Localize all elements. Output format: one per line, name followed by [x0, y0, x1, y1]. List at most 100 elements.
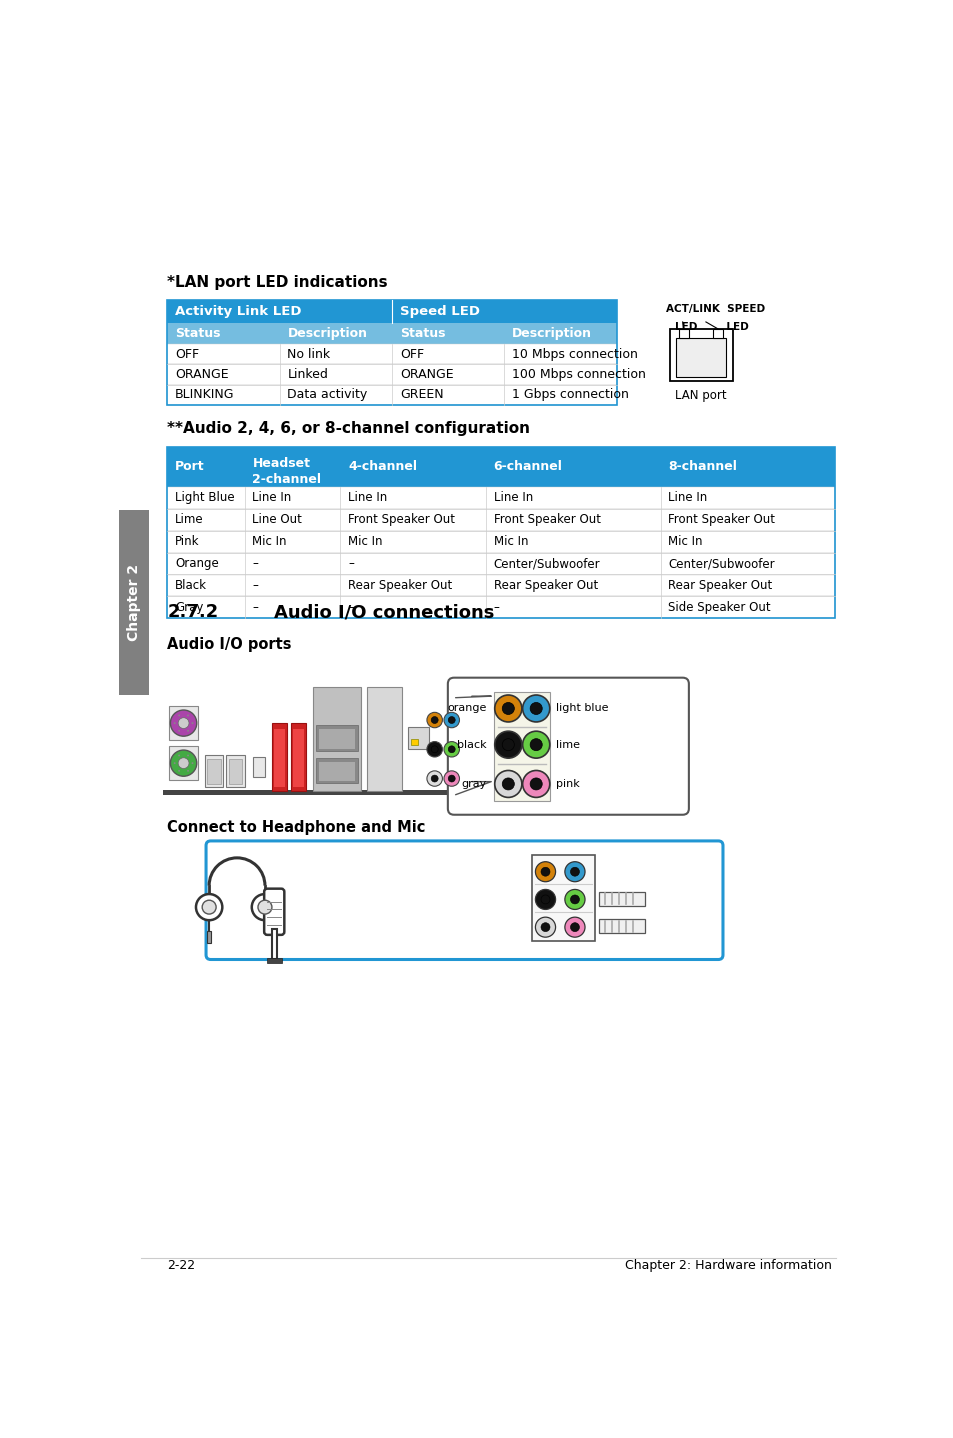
Text: Audio I/O ports: Audio I/O ports	[167, 637, 292, 653]
Text: –: –	[493, 601, 499, 614]
Circle shape	[495, 731, 521, 758]
Text: *LAN port LED indications: *LAN port LED indications	[167, 275, 388, 290]
Text: OFF: OFF	[399, 348, 423, 361]
Circle shape	[427, 771, 442, 787]
Text: ACT/LINK  SPEED: ACT/LINK SPEED	[665, 305, 764, 315]
Text: –: –	[348, 557, 354, 569]
Bar	[272, 929, 276, 959]
Bar	[531, 854, 595, 940]
Bar	[163, 789, 476, 795]
Text: Gray: Gray	[174, 601, 203, 614]
Text: 6-channel: 6-channel	[493, 460, 562, 473]
Bar	[167, 486, 835, 509]
Text: ORANGE: ORANGE	[174, 368, 229, 381]
Text: Data activity: Data activity	[287, 388, 367, 401]
Circle shape	[173, 762, 175, 764]
Text: Orange: Orange	[174, 557, 218, 569]
Circle shape	[495, 771, 521, 798]
Circle shape	[178, 758, 189, 768]
Circle shape	[192, 722, 193, 725]
Bar	[598, 919, 645, 933]
Bar	[167, 575, 835, 597]
Circle shape	[448, 746, 455, 752]
Circle shape	[570, 923, 578, 932]
Circle shape	[443, 712, 459, 728]
Text: Center/Subwoofer: Center/Subwoofer	[668, 557, 774, 569]
Bar	[167, 364, 617, 385]
Text: –: –	[253, 601, 258, 614]
Text: BLINKING: BLINKING	[174, 388, 234, 401]
Circle shape	[427, 712, 442, 728]
Text: ORANGE: ORANGE	[399, 368, 453, 381]
Text: Front Speaker Out: Front Speaker Out	[493, 513, 600, 526]
Bar	[712, 329, 722, 338]
Text: –: –	[253, 557, 258, 569]
Circle shape	[570, 894, 578, 905]
Circle shape	[540, 867, 550, 876]
Text: Rear Speaker Out: Rear Speaker Out	[348, 580, 452, 592]
Circle shape	[427, 742, 442, 756]
Text: Line In: Line In	[348, 492, 387, 505]
Bar	[204, 755, 223, 787]
Bar	[207, 759, 220, 784]
Text: Line In: Line In	[253, 492, 292, 505]
Bar	[226, 755, 245, 787]
Circle shape	[257, 900, 272, 915]
Circle shape	[530, 778, 541, 789]
Bar	[229, 759, 242, 784]
Circle shape	[522, 731, 549, 758]
Bar	[367, 687, 402, 791]
Text: Rear Speaker Out: Rear Speaker Out	[493, 580, 598, 592]
Text: Chapter 2: Hardware information: Chapter 2: Hardware information	[624, 1260, 831, 1273]
Bar	[407, 728, 429, 749]
Bar	[669, 329, 732, 381]
Bar	[315, 725, 357, 751]
Text: Description: Description	[512, 328, 592, 341]
Circle shape	[178, 715, 180, 716]
Text: Activity Link LED: Activity Link LED	[174, 305, 301, 318]
FancyBboxPatch shape	[447, 677, 688, 815]
Text: **Audio 2, 4, 6, or 8-channel configuration: **Audio 2, 4, 6, or 8-channel configurat…	[167, 421, 530, 436]
Circle shape	[431, 716, 437, 723]
Circle shape	[501, 739, 514, 751]
Text: 8-channel: 8-channel	[668, 460, 737, 473]
Text: 4-channel: 4-channel	[348, 460, 416, 473]
Bar	[167, 324, 617, 344]
Circle shape	[171, 751, 196, 777]
Circle shape	[178, 731, 180, 732]
FancyBboxPatch shape	[264, 889, 284, 935]
Circle shape	[187, 731, 189, 732]
Text: black: black	[456, 739, 486, 749]
Circle shape	[501, 778, 514, 789]
Circle shape	[501, 703, 514, 715]
Circle shape	[535, 861, 555, 881]
Bar	[167, 552, 835, 575]
Text: Speed LED: Speed LED	[399, 305, 479, 318]
Circle shape	[530, 703, 541, 715]
Text: Front Speaker Out: Front Speaker Out	[668, 513, 775, 526]
Text: 10 Mbps connection: 10 Mbps connection	[512, 348, 638, 361]
Circle shape	[192, 762, 193, 764]
Circle shape	[187, 755, 189, 756]
Bar	[167, 344, 617, 364]
Bar	[679, 329, 688, 338]
Circle shape	[448, 775, 455, 782]
Bar	[315, 758, 357, 784]
Bar	[169, 746, 198, 779]
Text: Center/Subwoofer: Center/Subwoofer	[493, 557, 599, 569]
Text: Pink: Pink	[174, 535, 199, 548]
Text: light blue: light blue	[556, 703, 608, 713]
Text: Line In: Line In	[668, 492, 707, 505]
Circle shape	[570, 867, 578, 876]
Bar	[410, 739, 418, 745]
Text: LED        LED: LED LED	[674, 322, 748, 332]
Circle shape	[535, 917, 555, 938]
Text: Description: Description	[287, 328, 367, 341]
Circle shape	[535, 890, 555, 909]
Bar	[319, 729, 355, 749]
Text: Connect to Headphone and Mic: Connect to Headphone and Mic	[167, 820, 425, 835]
Text: GREEN: GREEN	[399, 388, 443, 401]
Text: –: –	[348, 601, 354, 614]
Bar	[167, 385, 617, 406]
Text: –: –	[253, 580, 258, 592]
